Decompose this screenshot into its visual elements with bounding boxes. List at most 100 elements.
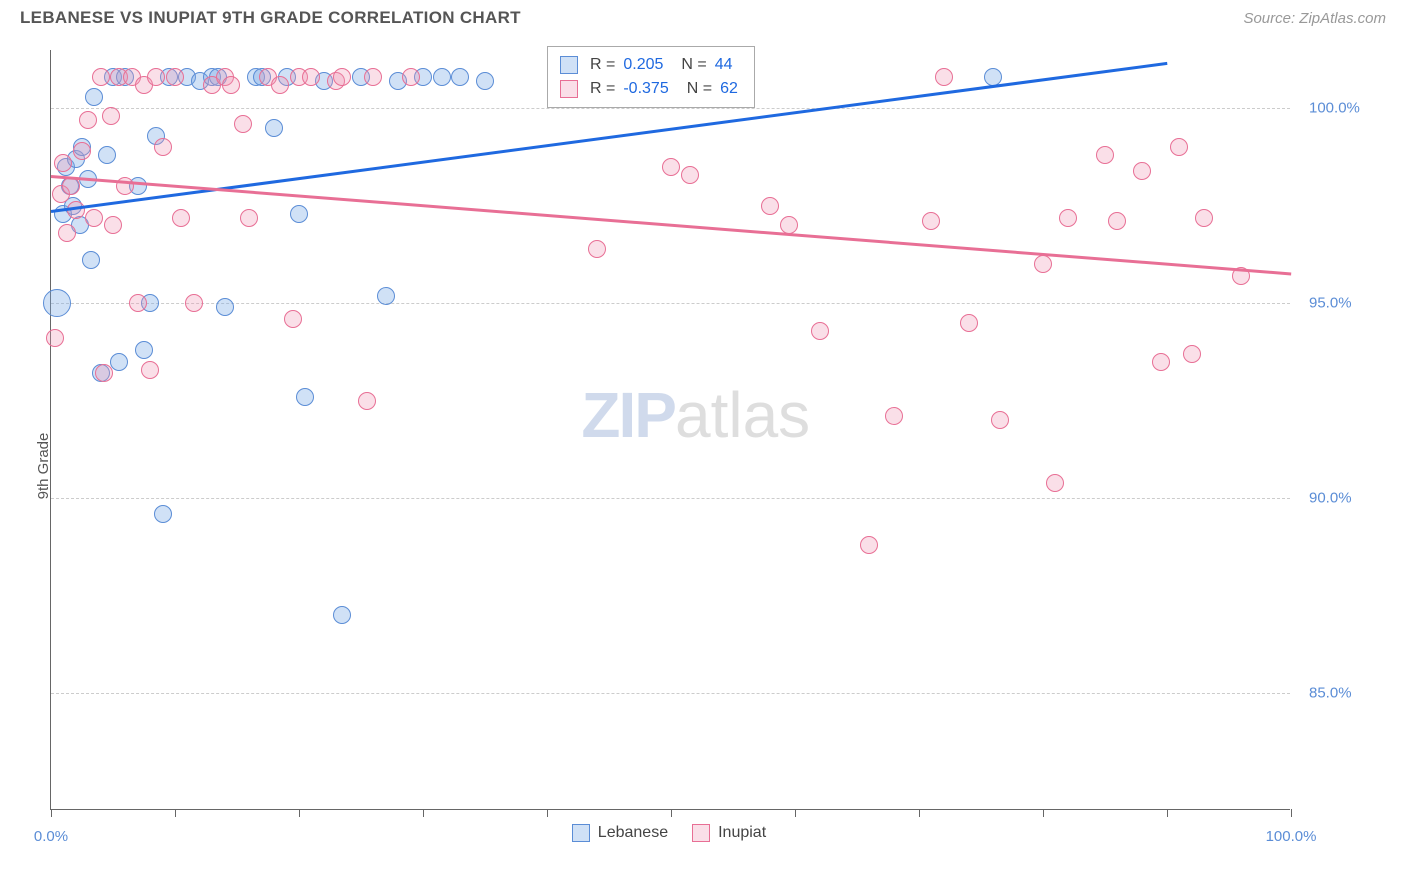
data-point [234,115,252,133]
data-point [284,310,302,328]
y-tick-label: 85.0% [1309,685,1352,702]
legend-stats-row: R =0.205N =44 [560,53,742,77]
x-tick [671,809,672,817]
data-point [104,216,122,234]
legend-item: Inupiat [692,824,766,842]
data-point [1152,353,1170,371]
data-point [1046,474,1064,492]
y-tick-label: 95.0% [1309,295,1352,312]
data-point [476,72,494,90]
data-point [265,119,283,137]
gridline [51,498,1290,499]
plot-area: 85.0%90.0%95.0%100.0%0.0%100.0%ZIPatlasR… [50,50,1290,810]
gridline [51,108,1290,109]
data-point [43,289,71,317]
data-point [46,329,64,347]
x-tick-label: 100.0% [1266,828,1317,845]
data-point [102,107,120,125]
data-point [135,341,153,359]
data-point [82,251,100,269]
legend-label: Lebanese [598,824,668,842]
legend-bottom: Lebanese Inupiat [572,824,766,842]
legend-swatch [560,56,578,74]
data-point [991,411,1009,429]
data-point [922,212,940,230]
y-tick-label: 90.0% [1309,490,1352,507]
data-point [662,158,680,176]
data-point [960,314,978,332]
data-point [1170,138,1188,156]
data-point [885,407,903,425]
data-point [761,197,779,215]
gridline [51,303,1290,304]
chart-title: LEBANESE VS INUPIAT 9TH GRADE CORRELATIO… [20,8,521,28]
data-point [296,388,314,406]
data-point [811,322,829,340]
y-tick-label: 100.0% [1309,100,1360,117]
data-point [302,68,320,86]
data-point [147,68,165,86]
data-point [85,209,103,227]
data-point [92,68,110,86]
data-point [364,68,382,86]
data-point [98,146,116,164]
x-tick [1043,809,1044,817]
chart-header: LEBANESE VS INUPIAT 9TH GRADE CORRELATIO… [0,0,1406,36]
data-point [185,294,203,312]
legend-stats-row: R =-0.375N =62 [560,77,742,101]
x-tick [795,809,796,817]
legend-swatch [572,824,590,842]
data-point [1034,255,1052,273]
data-point [377,287,395,305]
data-point [433,68,451,86]
data-point [860,536,878,554]
data-point [333,68,351,86]
data-point [110,353,128,371]
legend-item: Lebanese [572,824,668,842]
trendline [51,175,1291,275]
data-point [1059,209,1077,227]
x-tick-label: 0.0% [34,828,68,845]
legend-swatch [560,80,578,98]
watermark: ZIPatlas [581,378,810,452]
x-tick [175,809,176,817]
chart-container: 9th Grade 85.0%90.0%95.0%100.0%0.0%100.0… [0,40,1406,892]
data-point [154,505,172,523]
data-point [95,364,113,382]
data-point [129,294,147,312]
data-point [62,177,80,195]
chart-source: Source: ZipAtlas.com [1243,10,1386,27]
data-point [154,138,172,156]
data-point [1096,146,1114,164]
x-tick [299,809,300,817]
data-point [358,392,376,410]
legend-stats: R =0.205N =44R =-0.375N =62 [547,46,755,108]
data-point [73,142,91,160]
data-point [58,224,76,242]
x-tick [51,809,52,817]
legend-swatch [692,824,710,842]
data-point [935,68,953,86]
data-point [271,76,289,94]
gridline [51,693,1290,694]
data-point [141,361,159,379]
x-tick [547,809,548,817]
data-point [172,209,190,227]
legend-label: Inupiat [718,824,766,842]
data-point [681,166,699,184]
data-point [1183,345,1201,363]
data-point [79,111,97,129]
x-tick [919,809,920,817]
data-point [290,205,308,223]
data-point [451,68,469,86]
data-point [1133,162,1151,180]
data-point [333,606,351,624]
data-point [402,68,420,86]
data-point [1195,209,1213,227]
data-point [588,240,606,258]
data-point [216,298,234,316]
data-point [1108,212,1126,230]
data-point [222,76,240,94]
data-point [240,209,258,227]
data-point [166,68,184,86]
